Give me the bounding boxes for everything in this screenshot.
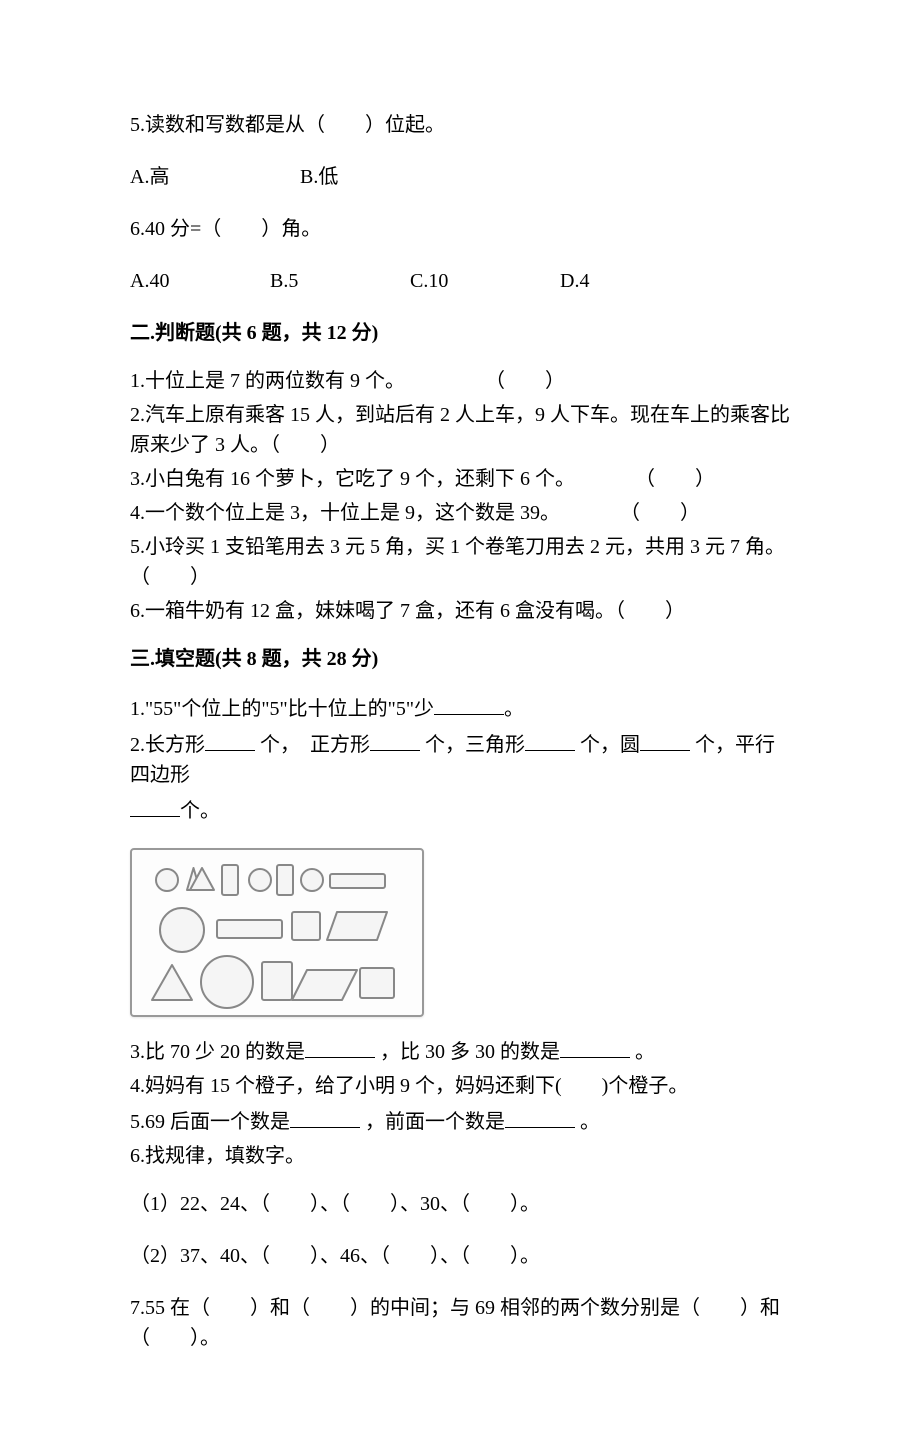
- fill-6-1: （1）22、24、（ ）、（ ）、30、（ ）。: [130, 1189, 790, 1219]
- question-5: 5.读数和写数都是从（ ）位起。: [130, 110, 790, 140]
- fill-3-p3: 。: [635, 1041, 655, 1063]
- question-6: 6.40 分=（ ）角。: [130, 214, 790, 244]
- choice-6c: C.10: [410, 266, 560, 296]
- shapes-svg: [132, 850, 422, 1015]
- fill-2-p6: 个。: [180, 800, 220, 822]
- blank: [560, 1035, 630, 1058]
- tf-3: 3.小白兔有 16 个萝卜，它吃了 9 个，还剩下 6 个。 （ ）: [130, 464, 790, 494]
- tf-1: 1.十位上是 7 的两位数有 9 个。 （ ）: [130, 366, 790, 396]
- fill-5: 5.69 后面一个数是 ，前面一个数是 。: [130, 1105, 790, 1137]
- fill-7: 7.55 在（ ）和（ ）的中间；与 69 相邻的两个数分别是（ ）和（ ）。: [130, 1293, 790, 1353]
- fill-5-p1: 5.69 后面一个数是: [130, 1111, 290, 1133]
- choice-5a: A.高: [130, 162, 300, 192]
- fill-1: 1."55"个位上的"5"比十位上的"5"少 。: [130, 692, 790, 724]
- choice-5b: B.低: [300, 162, 338, 192]
- shapes-figure: [130, 848, 424, 1017]
- blank: [305, 1035, 375, 1058]
- blank: [205, 728, 255, 751]
- tf-5: 5.小玲买 1 支铅笔用去 3 元 5 角，买 1 个卷笔刀用去 2 元，共用 …: [130, 532, 790, 592]
- fill-2-p2: 个， 正方形: [260, 734, 370, 756]
- section-3-heading: 三.填空题(共 8 题，共 28 分): [130, 644, 790, 674]
- tf-4: 4.一个数个位上是 3，十位上是 9，这个数是 39。 （ ）: [130, 498, 790, 528]
- question-6-choices: A.40 B.5 C.10 D.4: [130, 266, 790, 296]
- fill-2-p1: 2.长方形: [130, 734, 205, 756]
- choice-6d: D.4: [560, 266, 589, 296]
- fill-2-p4: 个，圆: [580, 734, 640, 756]
- fill-1-post: 。: [504, 698, 524, 720]
- blank: [290, 1105, 360, 1128]
- tf-6: 6.一箱牛奶有 12 盒，妹妹喝了 7 盒，还有 6 盒没有喝。（ ）: [130, 596, 790, 626]
- fill-2-p3: 个，三角形: [425, 734, 525, 756]
- section-2-heading: 二.判断题(共 6 题，共 12 分): [130, 318, 790, 348]
- fill-5-p3: 。: [580, 1111, 600, 1133]
- blank: [130, 794, 180, 817]
- blank: [434, 692, 504, 715]
- blank: [525, 728, 575, 751]
- fill-3-p2: ，比 30 多 30 的数是: [380, 1041, 560, 1063]
- fill-3-p1: 3.比 70 少 20 的数是: [130, 1041, 305, 1063]
- choice-6b: B.5: [270, 266, 410, 296]
- blank: [505, 1105, 575, 1128]
- blank: [370, 728, 420, 751]
- blank: [640, 728, 690, 751]
- fill-2: 2.长方形 个， 正方形 个，三角形 个，圆 个，平行四边形: [130, 728, 790, 790]
- fill-6-2: （2）37、40、（ ）、46、（ ）、（ ）。: [130, 1241, 790, 1271]
- fill-6: 6.找规律，填数字。: [130, 1141, 790, 1171]
- question-5-choices: A.高 B.低: [130, 162, 790, 192]
- fill-3: 3.比 70 少 20 的数是 ，比 30 多 30 的数是 。: [130, 1035, 790, 1067]
- fill-2-cont: 个。: [130, 794, 790, 826]
- fill-1-pre: 1."55"个位上的"5"比十位上的"5"少: [130, 698, 434, 720]
- fill-4: 4.妈妈有 15 个橙子，给了小明 9 个，妈妈还剩下( )个橙子。: [130, 1071, 790, 1101]
- tf-2: 2.汽车上原有乘客 15 人，到站后有 2 人上车，9 人下车。现在车上的乘客比…: [130, 400, 790, 460]
- fill-5-p2: ，前面一个数是: [365, 1111, 505, 1133]
- choice-6a: A.40: [130, 266, 270, 296]
